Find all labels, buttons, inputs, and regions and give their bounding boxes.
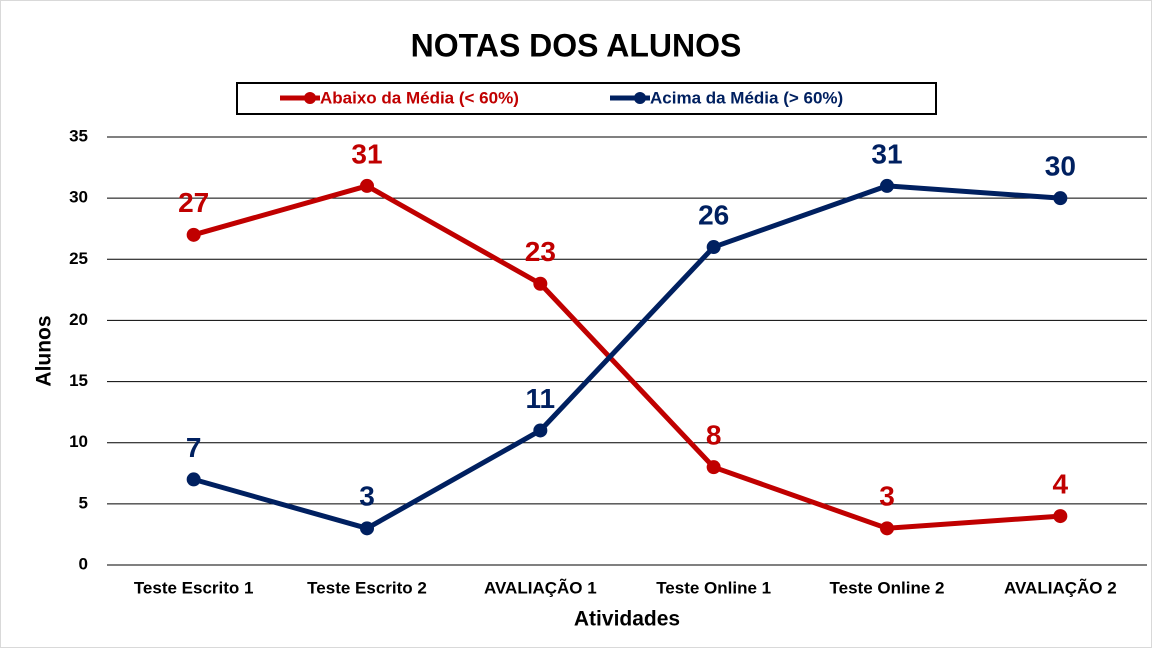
y-tick-label: 0	[79, 554, 88, 573]
y-tick-label: 5	[79, 493, 88, 512]
point	[360, 178, 374, 193]
legend-box	[236, 82, 937, 115]
point	[1053, 509, 1068, 524]
legend-marker	[634, 92, 646, 104]
point	[360, 521, 374, 536]
legend-label: Acima da Média (> 60%)	[650, 88, 843, 107]
data-label: 8	[706, 420, 722, 451]
point	[706, 460, 721, 475]
y-tick-label: 10	[69, 432, 88, 451]
data-label: 27	[178, 187, 209, 218]
data-label: 11	[526, 383, 556, 414]
series-line	[192, 183, 1061, 531]
x-tick-label: AVALIAÇÃO 2	[1004, 577, 1117, 597]
data-label: 7	[186, 432, 202, 463]
data-label: 23	[525, 236, 556, 267]
y-tick-label: 25	[69, 249, 88, 268]
point	[1053, 191, 1068, 206]
point	[880, 521, 894, 536]
x-tick-label: Teste Escrito 1	[134, 578, 254, 597]
y-tick-label: 20	[69, 310, 88, 329]
data-label: 31	[871, 138, 902, 169]
point	[186, 472, 201, 487]
y-tick-label: 30	[69, 188, 88, 207]
point	[533, 423, 548, 438]
legend-marker	[304, 92, 316, 104]
data-label: 4	[1053, 468, 1069, 499]
legend-label: Abaixo da Média (< 60%)	[320, 88, 519, 107]
data-label: 31	[351, 138, 382, 169]
data-label: 26	[698, 199, 729, 230]
x-axis-title: Atividades	[574, 608, 680, 631]
y-tick-label: 15	[69, 371, 88, 390]
y-axis-title: Alunos	[33, 315, 56, 386]
data-label: 3	[879, 481, 895, 512]
data-label: 30	[1045, 151, 1076, 182]
point	[880, 178, 894, 193]
x-tick-label: Teste Online 1	[656, 578, 771, 597]
point	[533, 276, 548, 291]
point	[706, 240, 721, 255]
x-tick-label: Teste Escrito 2	[307, 578, 427, 597]
point	[186, 227, 201, 242]
chart-title: NOTAS DOS ALUNOS	[411, 27, 742, 63]
x-tick-label: Teste Online 2	[830, 578, 945, 597]
data-label: 3	[359, 481, 375, 512]
series-line	[192, 183, 1061, 531]
x-tick-label: AVALIAÇÃO 1	[484, 577, 597, 597]
y-tick-label: 35	[69, 126, 88, 145]
